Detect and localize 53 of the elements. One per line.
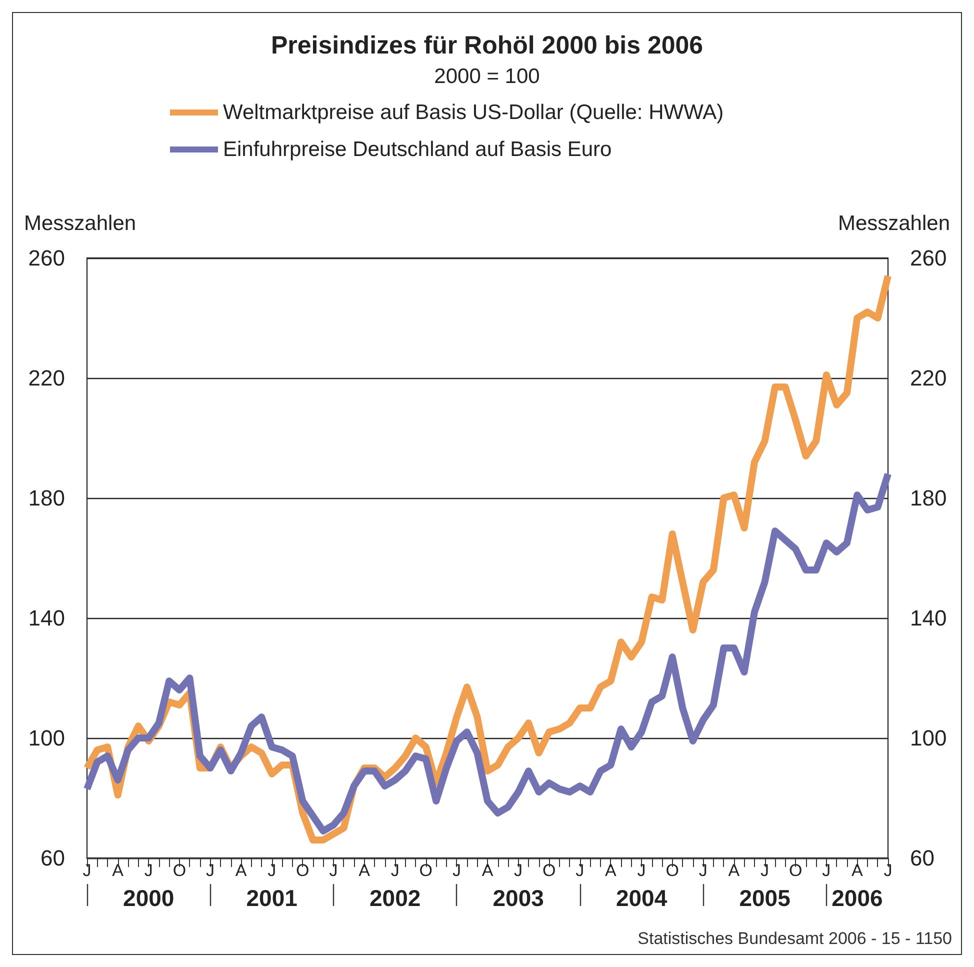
x-tick-label: J (144, 861, 153, 880)
x-tick-label: A (605, 861, 618, 880)
x-tick-label: J (514, 861, 523, 880)
x-tick-label: O (788, 861, 802, 880)
y-tick-label: 100 (28, 726, 65, 750)
text: 2003 (492, 885, 544, 911)
legend-label: Einfuhrpreise Deutschland auf Basis Euro (223, 138, 612, 161)
x-tick-label: A (482, 861, 494, 880)
y-tick-label: 180 (28, 486, 65, 510)
x-tick-label: J (760, 861, 770, 880)
x-tick-label: O (296, 861, 310, 880)
y-axis-title: Messzahlen (24, 212, 136, 235)
y2-tick-label: 100 (910, 726, 947, 750)
text: 2006 (832, 885, 883, 911)
x-tick-label: J (822, 861, 831, 880)
legend-label: Weltmarktpreise auf Basis US-Dollar (Quelle: HWWA) (223, 101, 724, 124)
x-tick-label: A (358, 861, 371, 880)
x-tick-label: J (390, 861, 400, 880)
y2-tick-label: 220 (910, 366, 947, 390)
x-tick-label: A (852, 861, 864, 880)
y2-tick-label: 260 (910, 246, 947, 270)
x-tick-label: A (728, 861, 740, 880)
text: Statistisches Bundesamt 2006 - 15 - 1150 (638, 929, 952, 948)
x-tick-label: O (172, 861, 186, 880)
y2-tick-label: 180 (910, 486, 947, 510)
chart-title: Preisindizes für Rohöl 2000 bis 2006 (270, 32, 704, 60)
x-tick-label: J (637, 861, 646, 880)
x-tick-label: J (82, 861, 92, 880)
x-tick-label: J (329, 861, 338, 880)
x-tick-label: J (576, 861, 584, 880)
y-tick-label: 260 (28, 246, 65, 270)
y2-tick-label: 60 (910, 846, 934, 870)
y-tick-label: 60 (40, 846, 65, 870)
text: 2005 (739, 885, 791, 911)
x-tick-label: O (542, 861, 556, 880)
x-tick-label: A (112, 861, 124, 880)
x-tick-label: J (206, 861, 214, 880)
text: 2002 (369, 885, 421, 911)
y-tick-label: 140 (28, 606, 65, 630)
text: 2001 (246, 885, 298, 911)
text: 2000 (123, 885, 174, 911)
x-tick-label: J (452, 861, 461, 880)
x-tick-label: O (666, 861, 679, 880)
chart-subtitle: 2000 = 100 (434, 65, 540, 88)
text: 2004 (616, 885, 668, 911)
y2-tick-label: 140 (910, 606, 947, 630)
y2-axis-title: Messzahlen (838, 212, 950, 235)
y-tick-label: 220 (28, 366, 65, 390)
x-tick-label: J (698, 861, 708, 880)
x-tick-label: A (235, 861, 248, 880)
x-tick-label: J (884, 861, 892, 880)
x-tick-label: O (419, 861, 432, 880)
x-tick-label: J (268, 861, 276, 880)
